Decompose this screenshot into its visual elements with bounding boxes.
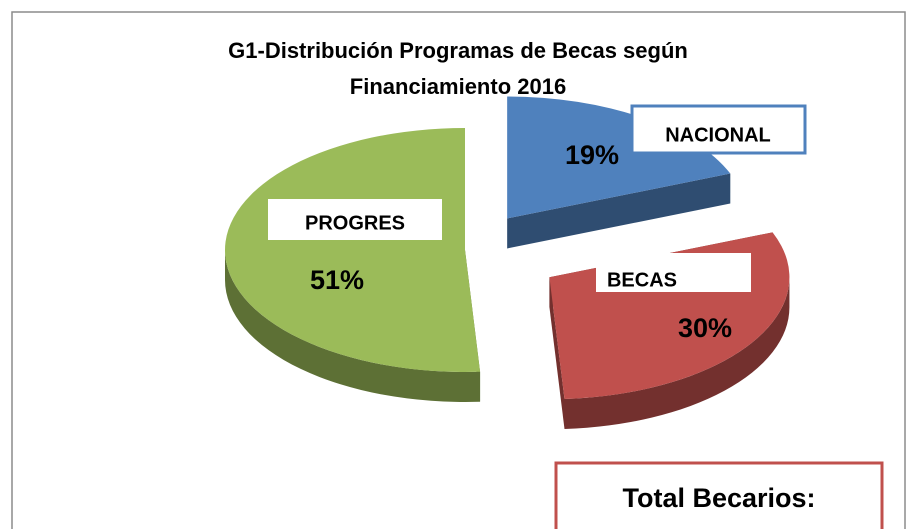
slice [507, 96, 731, 219]
value-label: 51% [310, 265, 364, 295]
chart-title: Financiamiento 2016 [350, 74, 566, 99]
category-label: NACIONAL [665, 124, 771, 146]
value-label: 19% [565, 140, 619, 170]
annotation-box [554, 461, 884, 529]
category-label: PROGRES [305, 212, 405, 234]
slice-side [507, 173, 731, 249]
slice-side [549, 277, 565, 429]
value-label: 30% [678, 313, 732, 343]
slice [224, 128, 481, 372]
slice-side [564, 277, 790, 429]
chart-title: G1-Distribución Programas de Becas según [228, 38, 688, 63]
label-box [268, 199, 442, 240]
slice-side [225, 250, 481, 402]
category-label: BECAS [607, 269, 677, 291]
label-box [630, 104, 807, 155]
annotation: Total Becarios: [622, 483, 815, 513]
label-box [596, 253, 751, 292]
